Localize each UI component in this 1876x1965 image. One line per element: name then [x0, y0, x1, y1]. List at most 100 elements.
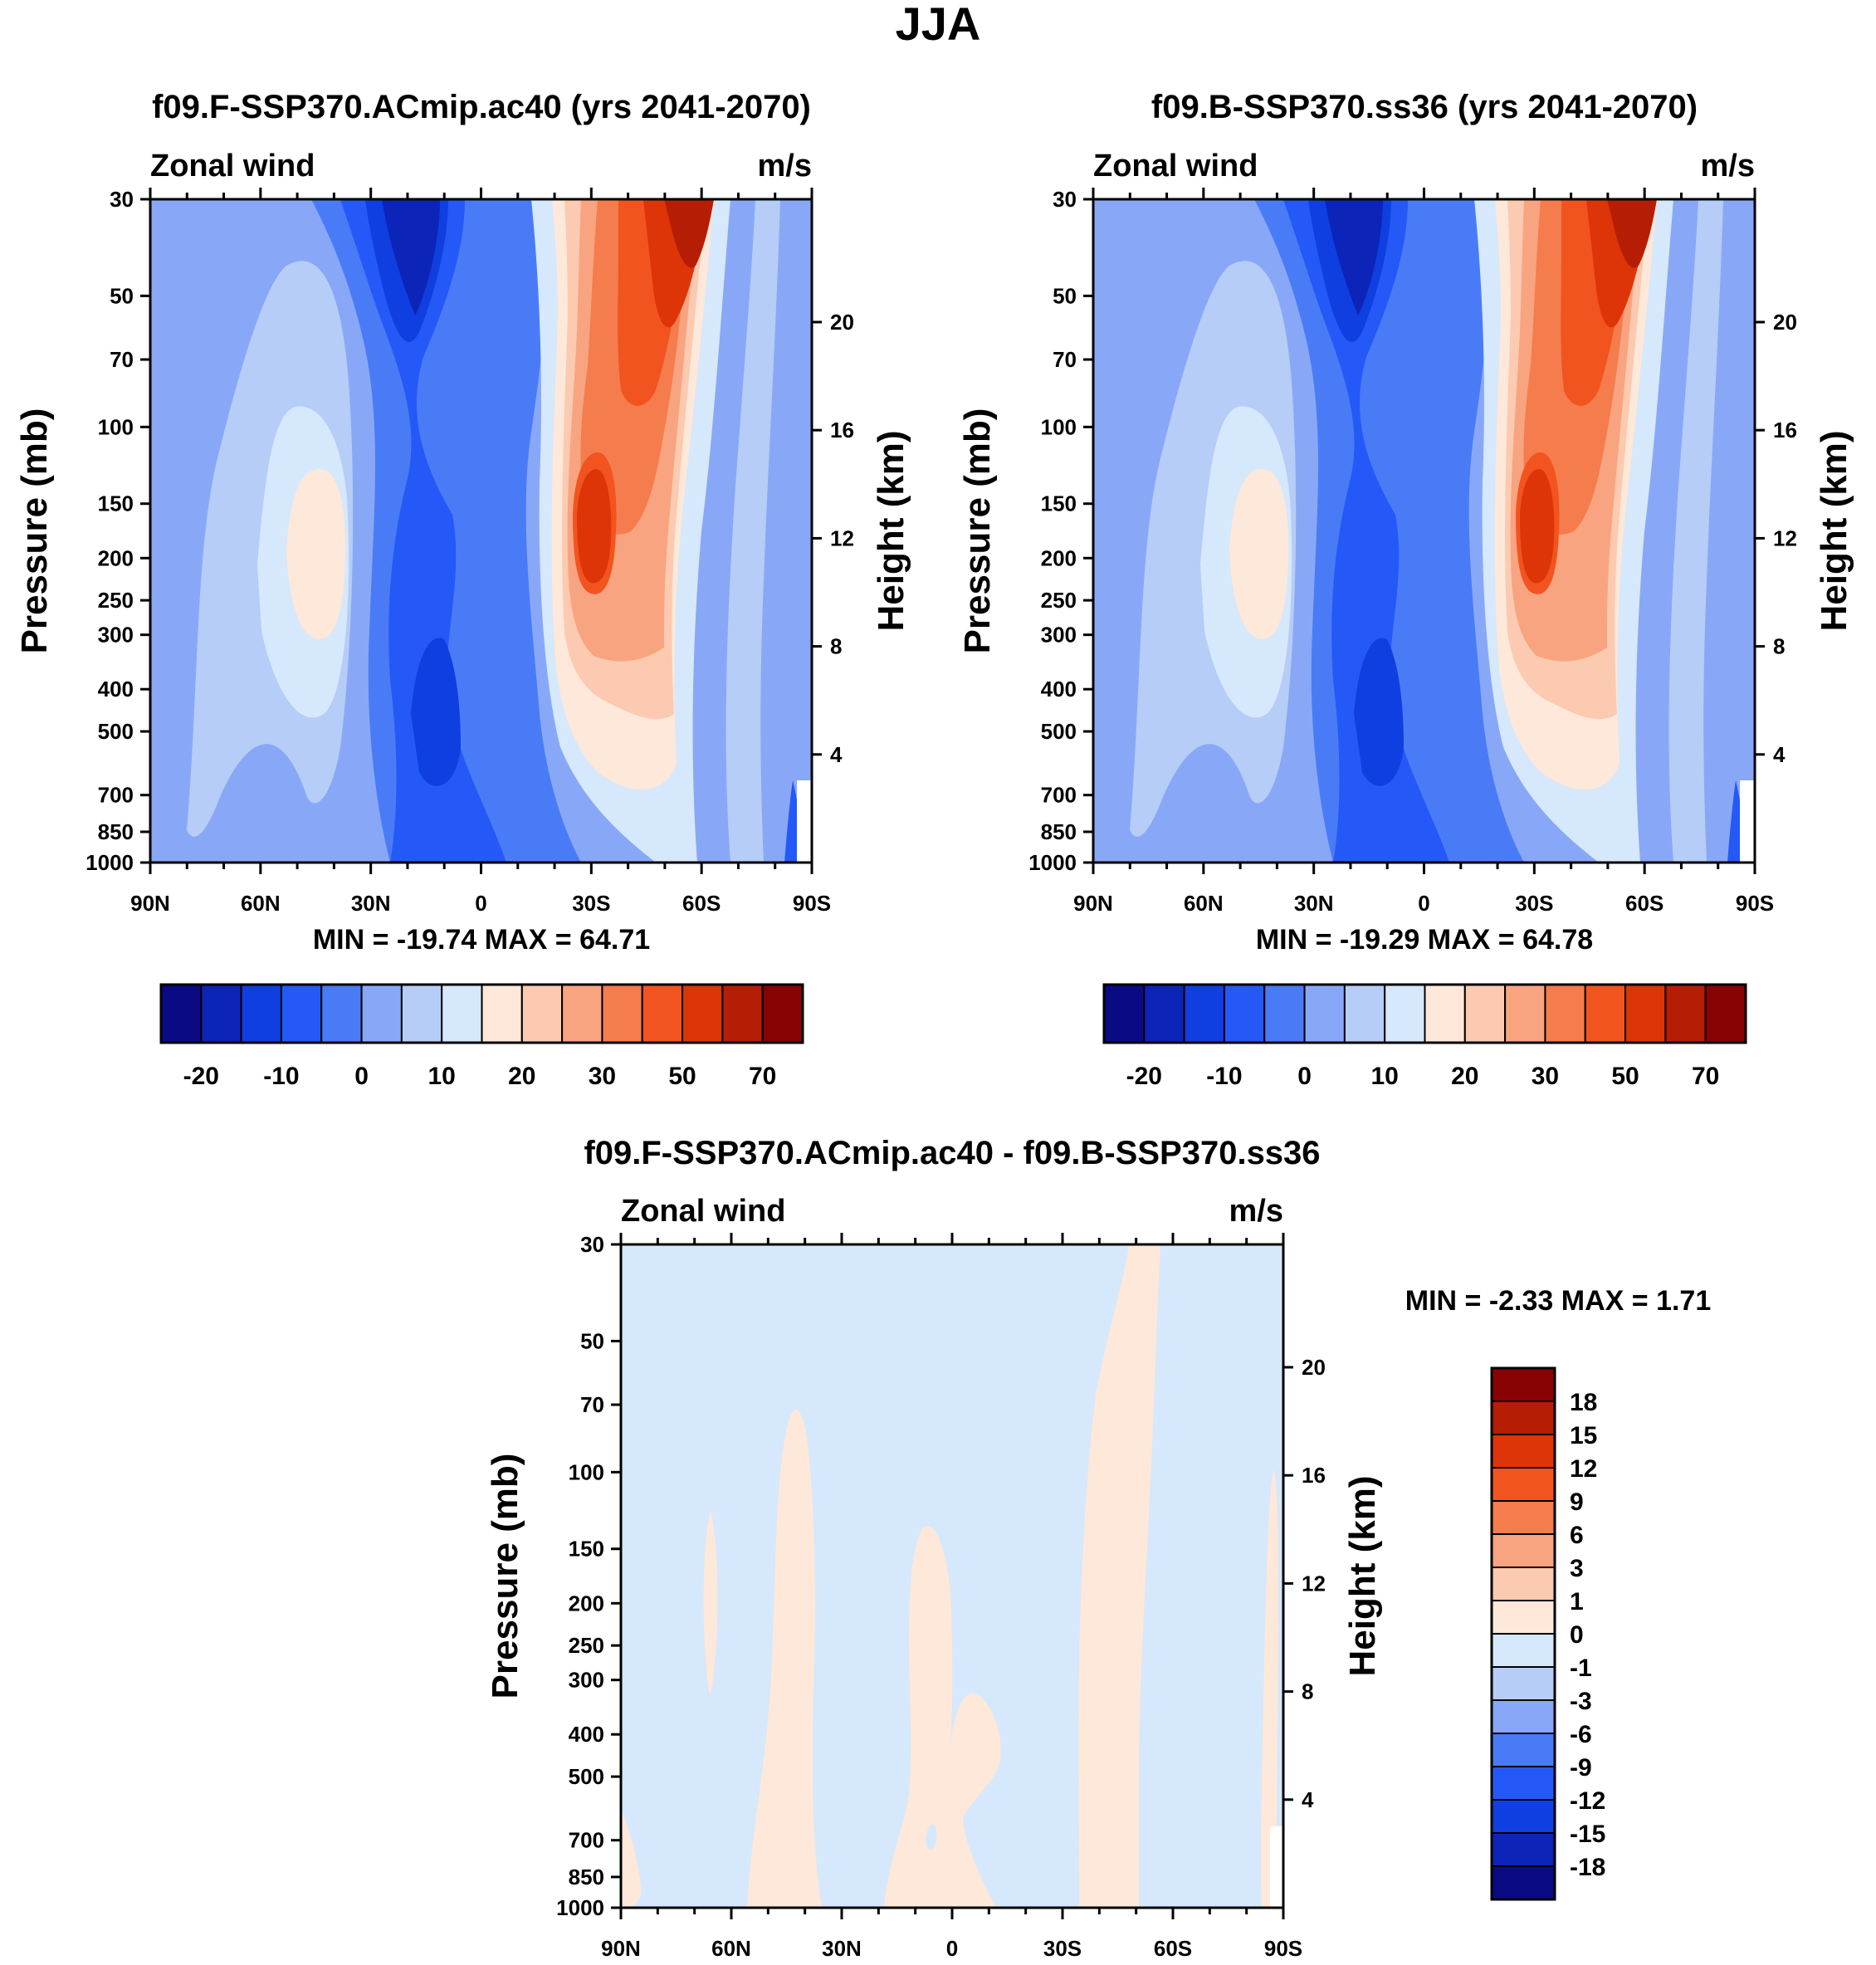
contour-level-50-sh-jet	[577, 469, 612, 584]
lat-tick-label: 30N	[822, 1936, 862, 1961]
height-tick-label: 8	[830, 634, 842, 659]
lat-tick-label: 60N	[241, 891, 281, 916]
pressure-tick-label: 300	[1041, 623, 1077, 648]
height-tick-label: 20	[1302, 1355, 1326, 1380]
pressure-tick-label: 150	[569, 1537, 604, 1562]
panel-a-title: f09.F-SSP370.ACmip.ac40 (yrs 2041-2070)	[152, 89, 811, 125]
colorbar-swatch	[1504, 984, 1546, 1044]
pressure-tick-label: 400	[98, 677, 134, 701]
figure-title: JJA	[896, 0, 981, 50]
pressure-tick-label: 1000	[556, 1895, 604, 1920]
diff-level-0-to-1-blob-d	[884, 1526, 1001, 1908]
contour-level-m5-sh-polar	[1668, 199, 1723, 863]
pressure-tick-label: 50	[580, 1328, 604, 1353]
colorbar-label: 70	[1692, 1063, 1719, 1090]
colorbar-swatch	[240, 984, 282, 1044]
colorbar-swatch	[641, 984, 684, 1044]
lat-tick-label: 30S	[1043, 1936, 1082, 1961]
colorbar-frame	[1490, 1366, 1556, 1901]
colorbar-label: 20	[508, 1063, 535, 1090]
colorbar-label: 10	[428, 1063, 456, 1090]
height-tick-label: 8	[1302, 1679, 1313, 1704]
colorbar-swatch	[320, 984, 363, 1044]
colorbar-label: 0	[1297, 1063, 1312, 1090]
colorbar-swatch	[1491, 1600, 1556, 1635]
colorbar-swatch	[1491, 1799, 1556, 1834]
pressure-tick-label: 500	[569, 1764, 604, 1789]
colorbar-swatch	[1624, 984, 1667, 1044]
pressure-tick-label: 70	[1053, 347, 1077, 372]
colorbar-a: -20 -10 0 10 20 30 50 70	[159, 983, 804, 1090]
lat-tick-label: 90N	[601, 1936, 641, 1961]
lat-tick-label: 90N	[130, 891, 170, 916]
colorbar-label: 50	[1611, 1063, 1639, 1090]
contour-level-m20-tropics	[340, 199, 506, 863]
colorbar-label: -6	[1570, 1721, 1592, 1748]
y-axis-label-pressure: Pressure (mb)	[485, 1454, 525, 1699]
y-axis-label-height: Height (km)	[1814, 431, 1854, 632]
pressure-tick-label: 850	[1041, 819, 1077, 844]
height-tick-label: 4	[830, 742, 843, 767]
panel-a: f09.F-SSP370.ACmip.ac40 (yrs 2041-2070) …	[14, 89, 911, 956]
colorbar-swatch	[1143, 984, 1185, 1044]
colorbar-swatch	[1303, 984, 1346, 1044]
pressure-tick-label: 200	[1041, 545, 1077, 570]
pressure-tick-label: 700	[569, 1828, 604, 1853]
height-tick-label: 12	[1302, 1571, 1326, 1596]
colorbar-label: 9	[1570, 1488, 1584, 1516]
colorbar-label: -20	[1126, 1063, 1162, 1090]
pressure-tick-label: 50	[1053, 283, 1077, 308]
panel-b: f09.B-SSP370.ss36 (yrs 2041-2070) Zonal …	[957, 89, 1854, 956]
colorbar-swatch	[1584, 984, 1627, 1044]
colorbar-label: 6	[1570, 1522, 1584, 1549]
pressure-tick-label: 850	[98, 819, 134, 844]
panel-c-variable-label: Zonal wind	[621, 1194, 785, 1229]
diff-level-0-to-1-blob-e	[1078, 1244, 1160, 1908]
antarctica-mask	[1270, 1826, 1283, 1908]
colorbar-label: -10	[1206, 1063, 1242, 1090]
colorbar-swatch	[1223, 984, 1266, 1044]
contour-level-m25-core	[382, 199, 440, 315]
lat-tick-label: 60N	[1184, 891, 1224, 916]
colorbar-label: 30	[589, 1063, 616, 1090]
colorbar-swatch	[1424, 984, 1466, 1044]
panel-b-stats: MIN = -19.29 MAX = 64.78	[1256, 924, 1593, 956]
colorbar-swatch	[360, 984, 403, 1044]
colorbar-swatch	[1491, 1467, 1556, 1502]
colorbar-swatch	[1544, 984, 1586, 1044]
panel-c-contour-field	[621, 1244, 1283, 1908]
colorbar-swatch	[441, 984, 483, 1044]
panel-a-stats: MIN = -19.74 MAX = 64.71	[313, 924, 650, 956]
pressure-tick-label: 850	[569, 1865, 604, 1889]
panel-a-contour-field	[150, 199, 812, 863]
lat-tick-label: 60S	[1625, 891, 1663, 916]
colorbar-label: -12	[1570, 1787, 1605, 1815]
colorbar-swatch	[1704, 984, 1747, 1044]
lat-tick-label: 90N	[1073, 891, 1113, 916]
pressure-tick-label: 700	[98, 783, 134, 808]
colorbar-swatch	[200, 984, 242, 1044]
colorbar-swatch	[682, 984, 724, 1044]
pressure-tick-label: 70	[580, 1392, 604, 1417]
pressure-tick-label: 30	[110, 187, 134, 212]
colorbar-swatch	[1491, 1666, 1556, 1701]
panel-a-axes: 30 50 70 100 150 200 250 300 400 500 700 850 1000 20 1…	[14, 187, 911, 916]
lat-tick-label: 30N	[351, 891, 391, 916]
pressure-tick-label: 100	[1041, 414, 1077, 439]
colorbar-label: 18	[1570, 1389, 1597, 1416]
diff-level-0-to-1-blob-f	[1261, 1469, 1278, 1908]
lat-tick-label: 90S	[793, 891, 831, 916]
lat-tick-label: 60S	[1154, 1936, 1192, 1961]
colorbar-swatch	[1491, 1832, 1556, 1867]
pressure-tick-label: 500	[98, 719, 134, 744]
colorbar-swatch	[1491, 1367, 1556, 1402]
colorbar-label: -15	[1570, 1821, 1605, 1848]
colorbar-swatch	[561, 984, 603, 1044]
colorbar-label: -10	[263, 1063, 299, 1090]
height-tick-label: 4	[1302, 1787, 1314, 1812]
pressure-tick-label: 1000	[1028, 850, 1077, 875]
colorbar-swatch	[761, 984, 804, 1044]
colorbar-swatch	[1491, 1865, 1556, 1900]
pressure-tick-label: 250	[1041, 588, 1077, 613]
colorbar-swatch	[1491, 1400, 1556, 1435]
